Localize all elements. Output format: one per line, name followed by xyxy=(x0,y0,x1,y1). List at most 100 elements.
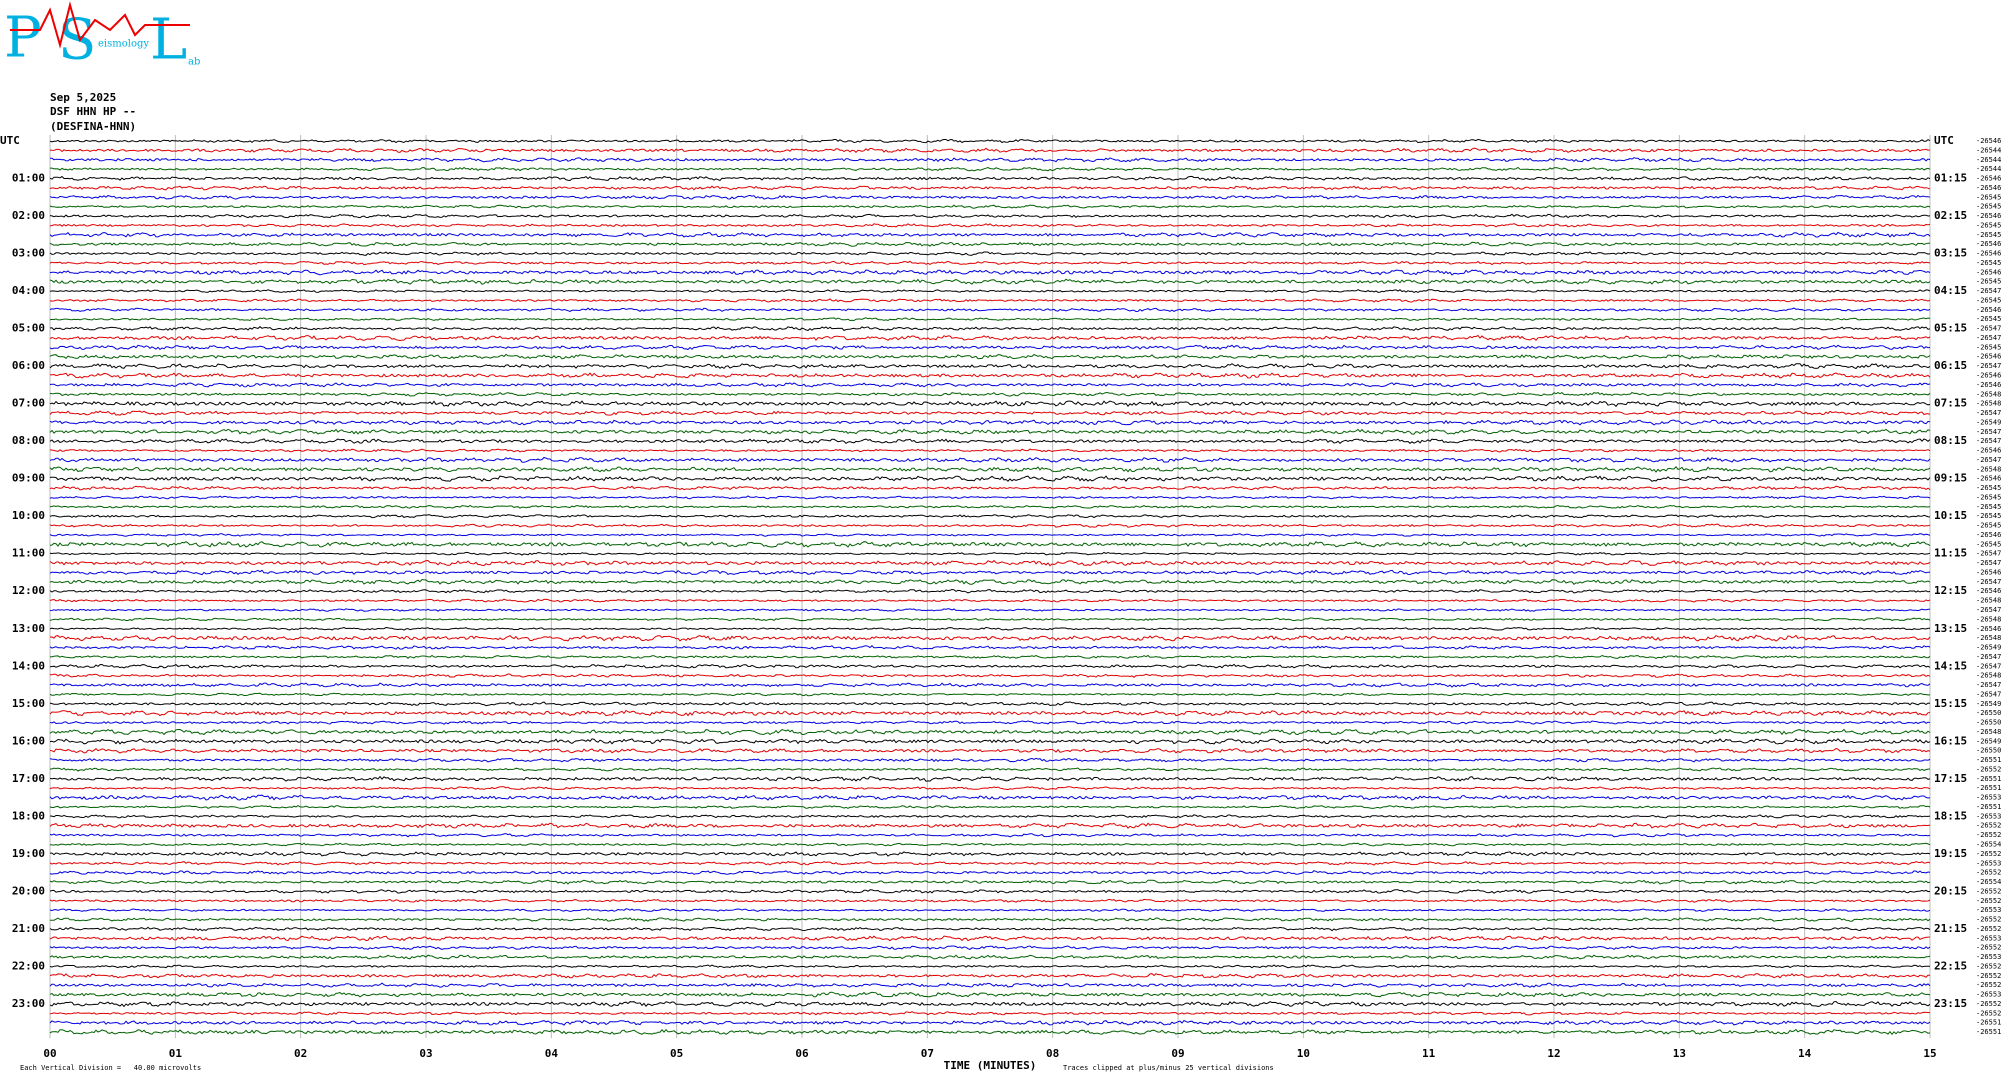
trace-value: -26547 xyxy=(1976,690,2001,698)
x-tick-label: 02 xyxy=(294,1047,307,1060)
trace xyxy=(49,504,1931,509)
hour-label: 14:00 xyxy=(12,659,45,672)
trace-value: -26547 xyxy=(1976,606,2001,614)
x-tick-label: 00 xyxy=(43,1047,56,1060)
trace-value: -26553 xyxy=(1976,991,2001,999)
trace-value: -26547 xyxy=(1976,409,2001,417)
x-tick-label: 13 xyxy=(1673,1047,1686,1060)
trace-value: -26547 xyxy=(1976,362,2001,370)
trace xyxy=(49,410,1931,416)
trace-value: -26545 xyxy=(1976,193,2001,201)
hour-label: 19:15 xyxy=(1934,847,1967,860)
trace-value: -26545 xyxy=(1976,343,2001,351)
trace-value: -26551 xyxy=(1976,756,2001,764)
x-axis-title: TIME (MINUTES) xyxy=(944,1059,1037,1072)
trace xyxy=(49,448,1931,453)
hour-label: 06:00 xyxy=(12,359,45,372)
trace-value: -26553 xyxy=(1976,859,2001,867)
trace xyxy=(49,954,1931,960)
trace-value: -26547 xyxy=(1976,662,2001,670)
trace-value: -26545 xyxy=(1976,203,2001,211)
trace-value: -26545 xyxy=(1976,315,2001,323)
trace-value: -26554 xyxy=(1976,841,2001,849)
trace-value: -26552 xyxy=(1976,850,2001,858)
trace xyxy=(49,334,1931,342)
trace-value: -26551 xyxy=(1976,1028,2001,1036)
trace-value: -26546 xyxy=(1976,137,2001,145)
trace xyxy=(49,775,1931,782)
trace xyxy=(49,514,1931,519)
hour-label: 21:00 xyxy=(12,922,45,935)
trace-value: -26552 xyxy=(1976,962,2001,970)
trace xyxy=(49,223,1931,228)
x-tick-label: 05 xyxy=(670,1047,683,1060)
trace xyxy=(49,908,1931,912)
trace xyxy=(49,551,1931,556)
station: DSF HHN HP -- xyxy=(50,105,136,118)
trace xyxy=(49,138,1931,144)
trace-value: -26552 xyxy=(1976,897,2001,905)
trace xyxy=(49,822,1931,829)
hour-label: 01:00 xyxy=(12,172,45,185)
x-tick-label: 11 xyxy=(1422,1047,1436,1060)
trace-value: -26552 xyxy=(1976,944,2001,952)
trace-value: -26547 xyxy=(1976,334,2001,342)
trace xyxy=(49,372,1931,379)
trace-value: -26545 xyxy=(1976,278,2001,286)
trace-value: -26548 xyxy=(1976,597,2001,605)
trace-value: -26551 xyxy=(1976,803,2001,811)
trace-value: -26545 xyxy=(1976,296,2001,304)
hour-label: 14:15 xyxy=(1934,659,1967,672)
trace-value: -26547 xyxy=(1976,578,2001,586)
trace xyxy=(49,541,1931,548)
hour-label: 01:15 xyxy=(1934,172,1967,185)
trace xyxy=(49,251,1931,256)
trace-value: -26552 xyxy=(1976,981,2001,989)
trace xyxy=(50,166,1931,172)
logo-text: ab xyxy=(188,57,200,68)
trace xyxy=(49,598,1931,603)
trace-value: -26547 xyxy=(1976,681,2001,689)
trace xyxy=(49,1028,1931,1036)
trace xyxy=(49,185,1931,191)
hour-label: 20:00 xyxy=(12,884,45,897)
hour-label: 11:00 xyxy=(12,547,45,560)
trace xyxy=(49,645,1931,650)
hour-label: 17:15 xyxy=(1934,772,1967,785)
trace-value: -26553 xyxy=(1976,812,2001,820)
x-tick-label: 06 xyxy=(795,1047,809,1060)
trace-value: -26548 xyxy=(1976,634,2001,642)
hour-label: 17:00 xyxy=(12,772,45,785)
hour-label: 23:00 xyxy=(12,997,45,1010)
trace xyxy=(49,709,1931,717)
logo-letter: S xyxy=(58,8,96,73)
trace xyxy=(49,879,1931,885)
trace xyxy=(49,298,1931,303)
logo-letter: L xyxy=(150,8,187,73)
trace xyxy=(49,204,1931,209)
trace xyxy=(49,559,1931,567)
trace-value: -26553 xyxy=(1976,794,2001,802)
trace-value: -26544 xyxy=(1976,165,2001,173)
x-tick-label: 01 xyxy=(169,1047,183,1060)
hour-label: 22:15 xyxy=(1934,959,1967,972)
trace xyxy=(49,926,1931,932)
trace-value: -26554 xyxy=(1976,878,2001,886)
hour-label: 22:00 xyxy=(12,959,45,972)
trace xyxy=(50,851,1931,857)
trace xyxy=(49,353,1931,360)
hour-label: 12:00 xyxy=(12,584,45,597)
logo-text: eismology xyxy=(98,39,149,50)
trace xyxy=(49,1019,1931,1026)
hour-label: 09:00 xyxy=(12,472,45,485)
trace-value: -26552 xyxy=(1976,765,2001,773)
hour-label: 04:00 xyxy=(12,284,45,297)
trace-value: -26553 xyxy=(1976,953,2001,961)
trace xyxy=(49,278,1931,285)
trace-value: -26547 xyxy=(1976,428,2001,436)
logo-letter: P xyxy=(4,6,42,71)
trace xyxy=(49,269,1931,276)
trace xyxy=(49,860,1931,866)
trace xyxy=(49,260,1931,266)
